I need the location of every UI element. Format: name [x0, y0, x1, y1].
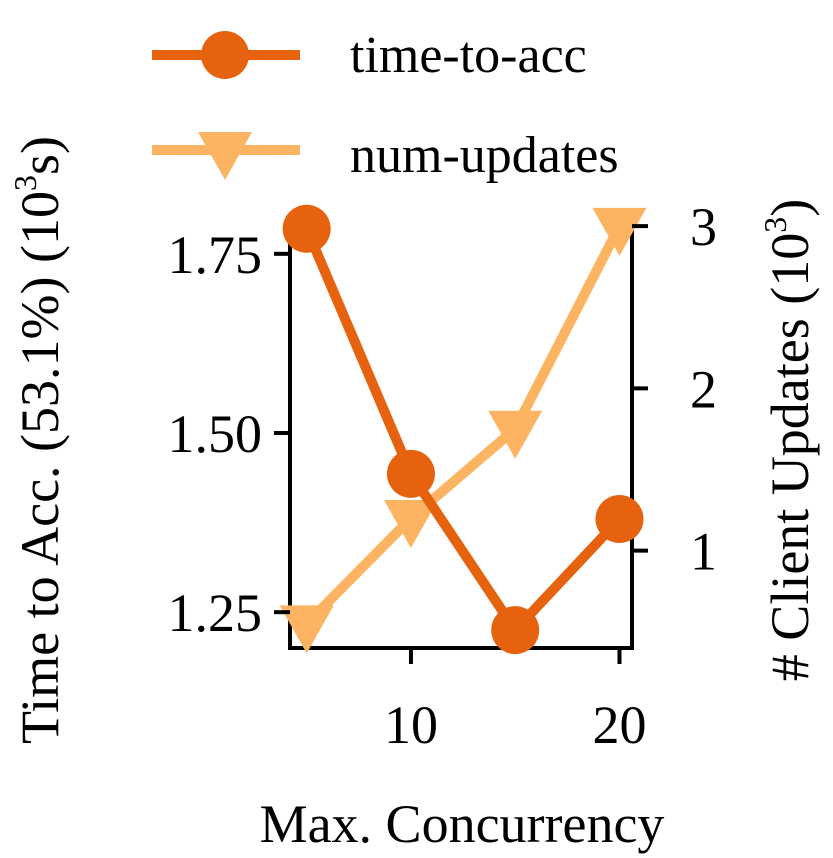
right-y-tick-label-3: 3	[690, 197, 717, 257]
left-y-axis-title-sup: 3	[7, 175, 43, 191]
legend-label-num-updates: num-updates	[350, 127, 619, 184]
series-line-num-updates	[303, 223, 624, 628]
left-y-tick-label-1.50: 1.50	[168, 404, 263, 464]
legend: time-to-acc num-updates	[152, 27, 619, 184]
point-time-to-acc-5	[282, 204, 331, 253]
point-time-to-acc-10	[386, 449, 435, 498]
left-y-tick-label-1.75: 1.75	[168, 225, 263, 285]
x-axis-title: Max. Concurrency	[260, 794, 665, 854]
left-y-axis-title: Time to Acc. (53.1%) (103s)	[7, 136, 70, 744]
point-num-updates-15	[488, 410, 543, 459]
right-y-tick-label-1: 1	[690, 522, 717, 582]
point-time-to-acc-20	[595, 495, 644, 543]
plot-area: 10 20 1.25 1.50 1.75 1 2 3	[168, 197, 718, 755]
point-num-updates-5	[279, 605, 334, 654]
right-y-tick-label-2: 2	[690, 359, 717, 419]
x-tick-label-20: 20	[592, 695, 646, 755]
ticks-layer: 10 20 1.25 1.50 1.75 1 2 3	[168, 197, 718, 755]
left-y-axis-title-tail: s)	[10, 136, 70, 175]
series-line-time-to-acc	[302, 226, 624, 636]
right-y-axis-title-sup: 3	[757, 217, 793, 233]
left-y-axis-title-main: Time to Acc. (53.1%) (10	[10, 191, 70, 744]
legend-marker-time-to-acc	[201, 31, 249, 79]
legend-marker-num-updates	[198, 132, 252, 180]
x-tick-label-10: 10	[384, 695, 438, 755]
left-y-tick-label-1.25: 1.25	[168, 583, 263, 643]
series-layer	[279, 204, 647, 655]
right-y-axis-title-main: # Client Updates (10	[760, 233, 820, 681]
point-time-to-acc-15	[491, 606, 540, 655]
right-y-axis-title-tail: )	[760, 199, 820, 217]
point-num-updates-10	[383, 499, 438, 548]
right-y-axis-title: # Client Updates (103)	[757, 199, 820, 681]
point-num-updates-20	[592, 207, 647, 256]
legend-label-time-to-acc: time-to-acc	[350, 27, 587, 84]
